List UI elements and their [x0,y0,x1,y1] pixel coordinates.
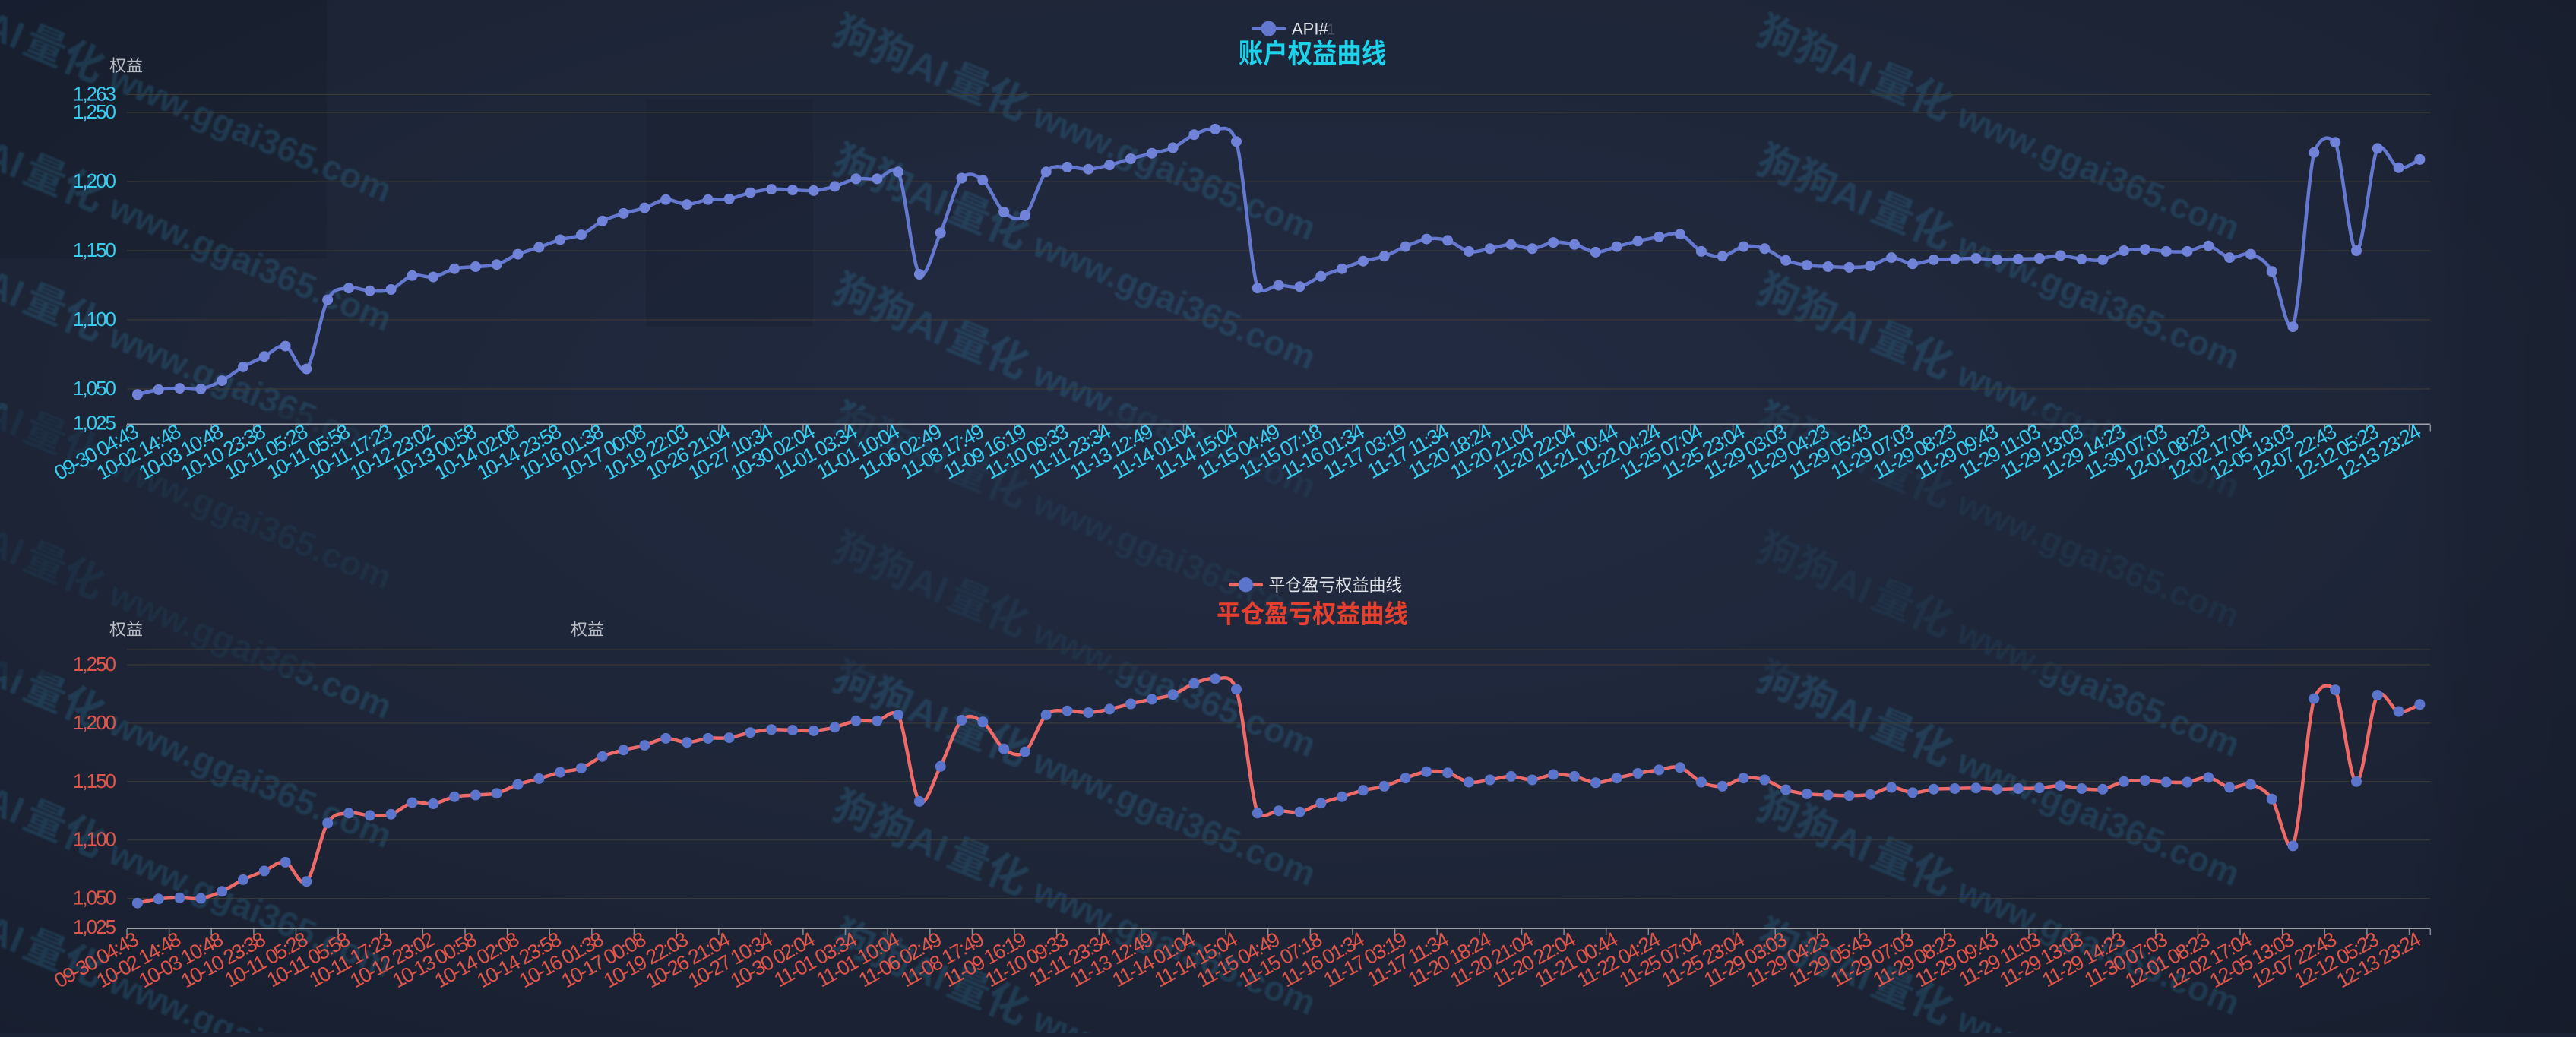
svg-text:1,200: 1,200 [73,169,116,192]
svg-text:1,025: 1,025 [73,412,116,435]
svg-text:1,025: 1,025 [73,915,116,938]
svg-text:1,200: 1,200 [73,711,116,734]
svg-text:1,263: 1,263 [73,82,116,105]
svg-text:1,150: 1,150 [73,239,116,261]
svg-text:1,250: 1,250 [73,653,116,675]
svg-text:1,050: 1,050 [73,887,116,909]
svg-text:1,250: 1,250 [73,100,116,123]
svg-text:1,150: 1,150 [73,770,116,792]
svg-text:1: 1 [1327,22,1335,39]
svg-text:1,100: 1,100 [73,308,116,330]
svg-text:1,050: 1,050 [73,377,116,400]
svg-text:API#: API# [1292,20,1328,39]
svg-text:1,100: 1,100 [73,828,116,851]
